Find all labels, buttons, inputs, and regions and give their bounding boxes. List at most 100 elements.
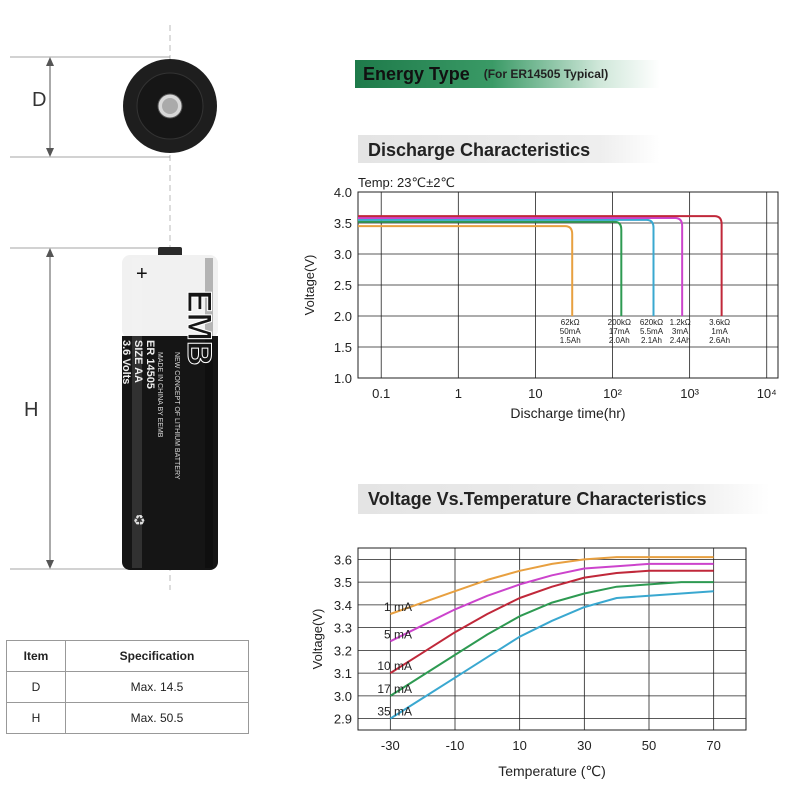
discharge-series-line: [358, 215, 723, 316]
battery-nub: [158, 247, 182, 257]
label-line-model: ER 14505: [144, 340, 156, 389]
temperature-chart: 2.9 3.0 3.1 3.2 3.3 3.4 3.5 3.6 -30 -10 10 30 50 70 Te…: [310, 547, 747, 779]
x-axis-label: Temperature (℃): [498, 763, 606, 779]
x-tick-label: 0.1: [372, 386, 390, 401]
x-tick-label: 10³: [680, 386, 699, 401]
row-item: H: [6, 702, 66, 734]
recycle-icon: ♻: [133, 512, 146, 528]
discharge-chart-title: Discharge Characteristics: [358, 135, 660, 163]
discharge-chart: Temp: 23℃±2℃ 1.0 1.5 2.0 2.5 3.0 3.5 4.0 0.1 1 10 1…: [302, 175, 779, 421]
label-line-made: MADE IN CHINA BY EEMB: [156, 352, 163, 438]
series-data-label: 17mA: [609, 327, 631, 336]
row-spec: Max. 14.5: [65, 671, 249, 703]
header-item: Item: [6, 640, 66, 672]
series-name-label: 5 mA: [384, 627, 412, 641]
temperature-series-line: [389, 581, 714, 697]
table-row: D Max. 14.5: [6, 671, 249, 703]
y-tick-label: 2.5: [334, 278, 352, 293]
y-tick-label: 2.0: [334, 309, 352, 324]
temperature-series-line: [389, 569, 714, 674]
row-item: D: [6, 671, 66, 703]
x-tick-label: 70: [706, 738, 720, 753]
discharge-series-line: [358, 220, 623, 316]
x-tick-label: -30: [381, 738, 400, 753]
discharge-series-line: [358, 218, 655, 316]
d-arrow-up: [46, 57, 54, 66]
series-data-label: 2.0Ah: [609, 336, 630, 345]
battery-drawing: D H + EMB MADE IN CHINA BY EEMB NEW CONC…: [10, 25, 219, 590]
series-data-label: 62kΩ: [561, 318, 580, 327]
header-specification: Specification: [65, 640, 249, 672]
d-arrow-down: [46, 148, 54, 157]
label-line-concept: NEW CONCEPT OF LITHIUM BATTERY: [173, 352, 180, 480]
series-data-label: 3.6kΩ: [709, 318, 730, 327]
series-data-label: 200kΩ: [608, 318, 631, 327]
y-tick-label: 3.1: [334, 666, 352, 681]
y-tick-label: 3.5: [334, 575, 352, 590]
x-tick-label: 10: [512, 738, 526, 753]
y-tick-label: 1.0: [334, 371, 352, 386]
y-tick-label: 3.0: [334, 247, 352, 262]
y-tick-label: 1.5: [334, 340, 352, 355]
energy-type-title: Energy Type: [363, 63, 470, 84]
h-arrow-up: [46, 248, 54, 257]
y-tick-label: 3.0: [334, 689, 352, 704]
series-data-label: 1.5Ah: [560, 336, 581, 345]
temperature-chart-title: Voltage Vs.Temperature Characteristics: [358, 484, 770, 514]
temperature-series-line: [389, 590, 714, 720]
battery-wrap-white: [122, 255, 218, 338]
plot-frame: [357, 547, 747, 731]
y-axis-label: Voltage(V): [310, 609, 325, 670]
temperature-series-line: [389, 556, 714, 615]
y-tick-label: 3.4: [334, 598, 352, 613]
series-data-label: 1mA: [711, 327, 728, 336]
x-tick-label: -10: [446, 738, 465, 753]
x-axis-label: Discharge time(hr): [510, 405, 625, 421]
terminal-center: [162, 98, 178, 114]
y-tick-label: 3.6: [334, 552, 352, 567]
y-tick-label: 3.3: [334, 621, 352, 636]
table-row: H Max. 50.5: [6, 702, 249, 734]
series-data-label: 2.6Ah: [709, 336, 730, 345]
energy-type-banner: Energy Type (For ER14505 Typical): [355, 60, 660, 88]
y-tick-label: 3.2: [334, 643, 352, 658]
x-tick-label: 50: [642, 738, 656, 753]
d-label: D: [32, 89, 46, 111]
series-data-label: 2.1Ah: [641, 336, 662, 345]
series-data-label: 5.5mA: [640, 327, 664, 336]
brand-logo: EMB: [180, 290, 218, 366]
energy-type-subtitle: (For ER14505 Typical): [483, 67, 609, 81]
y-tick-label: 4.0: [334, 185, 352, 200]
series-name-label: 10 mA: [377, 659, 412, 673]
h-arrow-down: [46, 560, 54, 569]
series-data-label: 620kΩ: [640, 318, 663, 327]
h-label: H: [24, 399, 38, 421]
y-tick-label: 2.9: [334, 712, 352, 727]
spec-table: Item Specification D Max. 14.5 H Max. 50…: [6, 640, 249, 734]
battery-wrap-black: [122, 336, 218, 570]
series-data-label: 3mA: [672, 327, 689, 336]
series-data-label: 50mA: [560, 327, 582, 336]
label-line-volts: 3.6 Volts: [120, 340, 132, 384]
series-name-label: 1 mA: [384, 600, 412, 614]
series-name-label: 35 mA: [377, 705, 412, 719]
x-tick-label: 1: [455, 386, 462, 401]
series-data-label: 1.2kΩ: [670, 318, 691, 327]
discharge-series-line: [358, 225, 574, 316]
x-tick-label: 10⁴: [757, 386, 777, 401]
x-tick-label: 10: [528, 386, 542, 401]
plus-sign: +: [136, 263, 148, 285]
discharge-series-line: [358, 217, 684, 316]
spec-table-header: Item Specification: [6, 640, 249, 672]
row-spec: Max. 50.5: [65, 702, 249, 734]
plot-frame: [357, 191, 779, 379]
series-name-label: 17 mA: [377, 682, 412, 696]
y-tick-label: 3.5: [334, 216, 352, 231]
y-axis-label: Voltage(V): [302, 255, 317, 316]
series-data-label: 2.4Ah: [670, 336, 691, 345]
battery-label: EMB: [180, 290, 219, 367]
label-line-size: SIZE AA: [132, 340, 144, 383]
x-tick-label: 10²: [603, 386, 622, 401]
temp-annotation: Temp: 23℃±2℃: [358, 175, 455, 190]
temperature-series-line: [389, 562, 714, 643]
